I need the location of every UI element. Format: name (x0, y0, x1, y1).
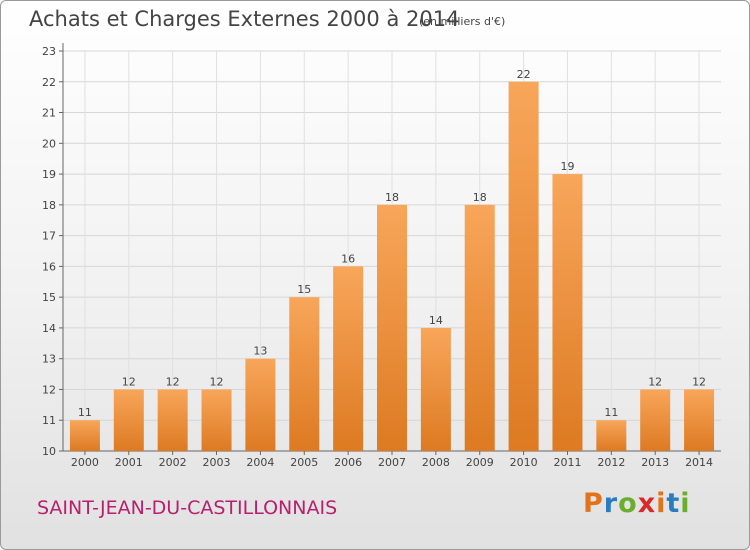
chart-title: Achats et Charges Externes 2000 à 2014 (29, 7, 460, 31)
town-name: SAINT-JEAN-DU-CASTILLONNAIS (37, 497, 338, 519)
bar-2002 (157, 389, 188, 451)
x-tick-label: 2004 (246, 456, 274, 469)
logo-letter: o (618, 488, 638, 519)
y-tick-label: 15 (42, 291, 56, 304)
y-tick-label: 22 (42, 76, 56, 89)
data-label: 22 (517, 68, 531, 81)
y-tick-label: 13 (42, 353, 56, 366)
data-label: 12 (166, 375, 180, 388)
logo-letter: i (680, 488, 691, 519)
x-tick-label: 2006 (334, 456, 362, 469)
x-tick-label: 2009 (466, 456, 494, 469)
data-label: 18 (473, 191, 487, 204)
bar-2009 (464, 204, 495, 451)
x-tick-label: 2011 (553, 456, 581, 469)
x-tick-label: 2012 (597, 456, 625, 469)
logo-letter: r (603, 488, 619, 519)
x-tick-label: 2000 (71, 456, 99, 469)
y-tick-label: 11 (42, 414, 56, 427)
x-tick-label: 2003 (203, 456, 231, 469)
bar-2007 (377, 204, 407, 451)
y-tick-label: 19 (42, 168, 56, 181)
data-label: 13 (253, 345, 267, 358)
bar-2006 (333, 266, 364, 451)
data-label: 12 (692, 375, 706, 388)
data-label: 19 (560, 160, 574, 173)
data-label: 15 (297, 283, 311, 296)
bar-2008 (420, 327, 451, 451)
logo-letter: t (666, 488, 681, 519)
chart-subtitle: (en milliers d'€) (419, 15, 506, 28)
bar-2010 (508, 81, 539, 452)
y-tick-label: 21 (42, 107, 56, 120)
proxiti-logo[interactable]: Proxiti (583, 488, 691, 519)
bar-2001 (113, 389, 144, 451)
x-tick-label: 2002 (159, 456, 187, 469)
bar-2013 (640, 389, 671, 451)
y-tick-label: 18 (42, 199, 56, 212)
y-tick-label: 17 (42, 230, 56, 243)
x-tick-label: 2005 (290, 456, 318, 469)
logo-letter: P (583, 488, 604, 519)
x-tick-label: 2007 (378, 456, 406, 469)
y-tick-label: 20 (42, 137, 56, 150)
x-tick-label: 2013 (641, 456, 669, 469)
data-label: 18 (385, 191, 399, 204)
data-label: 12 (122, 375, 136, 388)
data-label: 12 (648, 375, 662, 388)
data-label: 11 (78, 406, 92, 419)
logo-letter: i (656, 488, 667, 519)
data-label: 12 (210, 375, 224, 388)
y-tick-label: 10 (42, 445, 56, 458)
bar-2004 (245, 358, 276, 451)
bar-2005 (289, 297, 320, 451)
y-tick-label: 23 (42, 45, 56, 58)
x-tick-label: 2010 (510, 456, 538, 469)
y-tick-label: 12 (42, 383, 56, 396)
bar-2000 (69, 420, 100, 451)
data-label: 16 (341, 252, 355, 265)
bar-2011 (552, 174, 583, 452)
y-tick-label: 14 (42, 322, 56, 335)
bar-2014 (684, 389, 715, 451)
logo-letter: x (637, 488, 657, 519)
y-tick-label: 16 (42, 260, 56, 273)
bar-2012 (596, 420, 627, 451)
bar-2003 (201, 389, 232, 451)
data-label: 11 (604, 406, 618, 419)
data-label: 14 (429, 314, 443, 327)
x-tick-label: 2008 (422, 456, 450, 469)
x-tick-label: 2014 (685, 456, 713, 469)
x-tick-label: 2001 (115, 456, 143, 469)
